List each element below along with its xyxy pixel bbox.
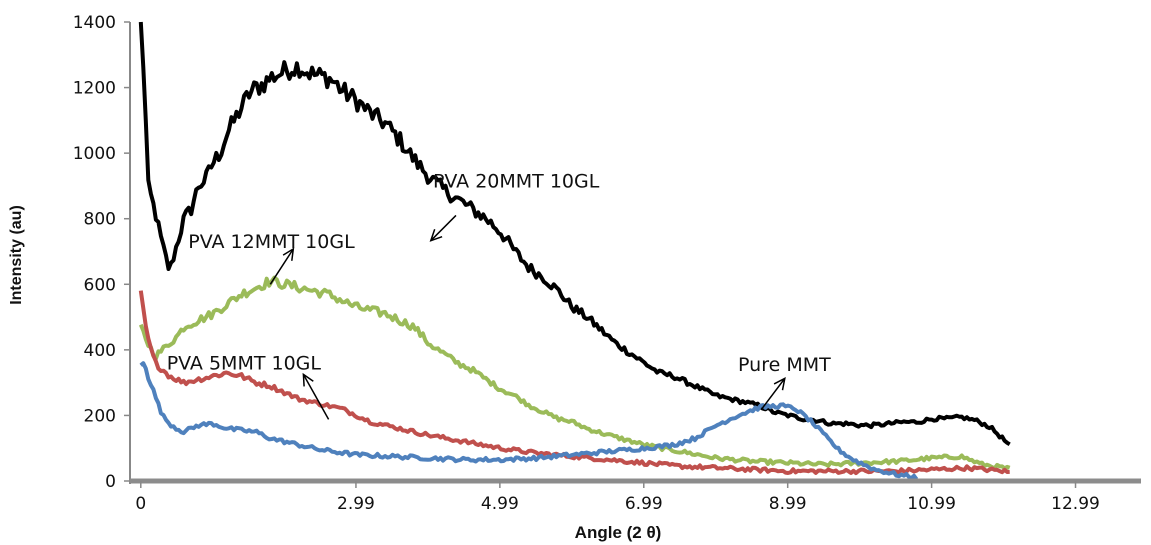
y-tick-label: 200 (84, 406, 116, 426)
series-line-1 (138, 21, 1011, 447)
annotation-arrow-shaft (302, 374, 330, 420)
y-tick-label: 0 (105, 472, 116, 492)
y-tick-label: 800 (84, 210, 116, 230)
x-axis-title: Angle (2 θ) (575, 523, 662, 542)
annotation-arrow-head (773, 377, 786, 391)
x-tick-label: 4.99 (481, 494, 519, 514)
annotation-arrow-shaft (269, 248, 294, 285)
series-line-3 (138, 290, 1010, 476)
annotation-layer: PVA 20MMT 10GL PVA 12MMT 10GL PVA 5MMT 10G… (167, 171, 831, 420)
annotation-arrow-shaft (760, 377, 786, 411)
x-tick-label: 0 (135, 494, 146, 514)
annotation-label: Pure MMT (738, 354, 831, 376)
annotation-arrow-head (302, 372, 314, 387)
y-tick-label: 1200 (73, 79, 116, 99)
annotation-arrow-shaft (430, 214, 457, 242)
y-axis-title: Intensity (au) (8, 205, 25, 305)
y-tick-label: 1400 (73, 13, 116, 33)
annotation-label: PVA 5MMT 10GL (167, 353, 322, 375)
annotation-arrow-head (429, 229, 443, 242)
series-line-2 (138, 275, 1011, 471)
x-tick-label: 8.99 (769, 494, 807, 514)
axes-layer: 0 200 400 600 800 1000 1200 1400 0 2.99 4.99 6.99 8.… (73, 13, 1141, 514)
annotation-label: PVA 20MMT 10GL (433, 171, 600, 193)
y-tick-label: 600 (84, 275, 116, 295)
x-tick-label: 12.99 (1051, 494, 1100, 514)
annotation-label: PVA 12MMT 10GL (188, 231, 355, 253)
x-tick-label: 10.99 (907, 494, 956, 514)
x-tick-label: 2.99 (337, 494, 375, 514)
series-layer (138, 21, 1011, 481)
series-line-4 (139, 361, 919, 481)
annotation-arrow-head (282, 247, 295, 261)
y-tick-label: 1000 (73, 144, 116, 164)
x-tick-label: 6.99 (625, 494, 663, 514)
y-tick-label: 400 (84, 341, 116, 361)
